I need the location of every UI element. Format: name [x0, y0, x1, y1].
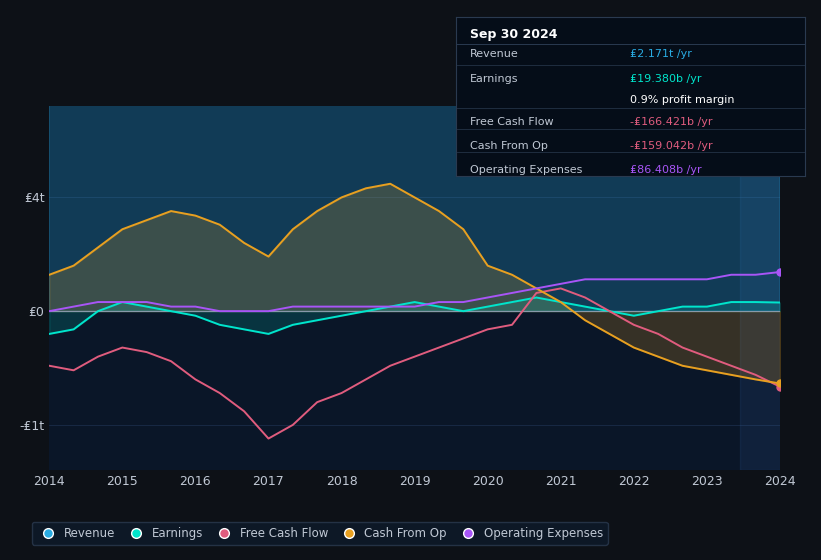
Text: Free Cash Flow: Free Cash Flow [470, 118, 553, 127]
Text: -₤159.042b /yr: -₤159.042b /yr [631, 141, 713, 151]
Text: -₤166.421b /yr: -₤166.421b /yr [631, 118, 713, 127]
Text: ₤2.171t /yr: ₤2.171t /yr [631, 49, 692, 59]
Text: ₤19.380b /yr: ₤19.380b /yr [631, 74, 702, 84]
Text: Earnings: Earnings [470, 74, 518, 84]
Text: Revenue: Revenue [470, 49, 518, 59]
Text: ₤86.408b /yr: ₤86.408b /yr [631, 165, 702, 175]
Legend: Revenue, Earnings, Free Cash Flow, Cash From Op, Operating Expenses: Revenue, Earnings, Free Cash Flow, Cash … [32, 522, 608, 544]
Bar [740, 106, 783, 470]
Text: Cash From Op: Cash From Op [470, 141, 548, 151]
Text: 0.9% profit margin: 0.9% profit margin [631, 95, 735, 105]
Text: Sep 30 2024: Sep 30 2024 [470, 28, 557, 41]
Text: Operating Expenses: Operating Expenses [470, 165, 582, 175]
